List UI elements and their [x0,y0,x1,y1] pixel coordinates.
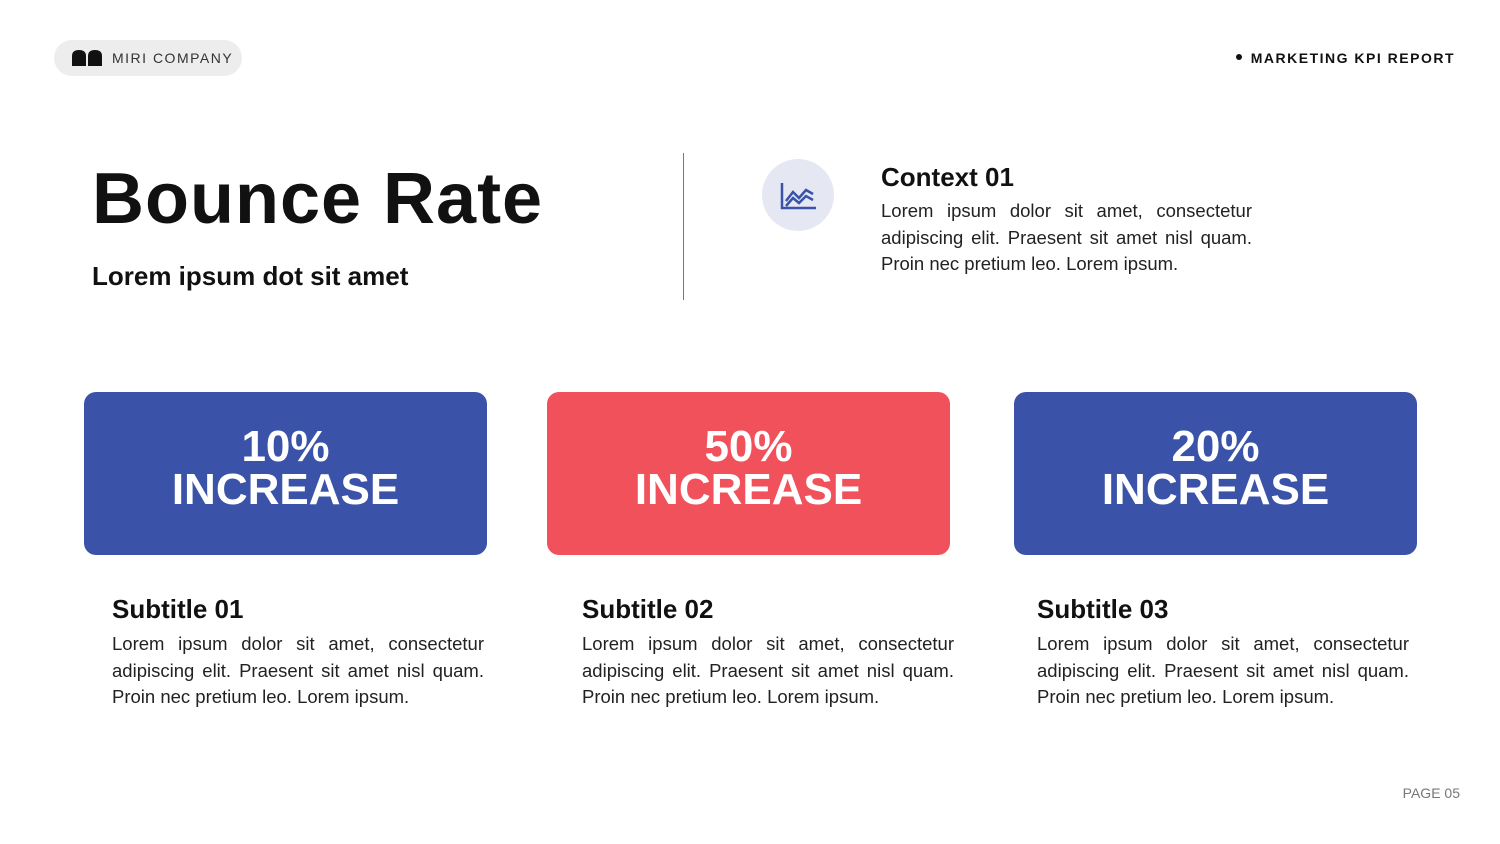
kpi-card: 20% INCREASE [1014,392,1417,555]
title: Bounce Rate [92,159,544,239]
card-body: Lorem ipsum dolor sit amet, consectetur … [112,633,484,707]
kpi-figure: 10% [241,422,330,471]
context-body: Lorem ipsum dolor sit amet, consectetur … [881,200,1252,274]
report-name: MARKETING KPI REPORT [1236,50,1455,66]
kpi-label: INCREASE [1101,465,1330,514]
card-body: Lorem ipsum dolor sit amet, consectetur … [582,633,954,707]
company-badge: MIRI COMPANY [54,40,242,76]
card-subtitle: Subtitle 02 [582,594,714,624]
context-title: Context 01 [881,162,1014,192]
divider [683,153,684,300]
kpi-card: 10% INCREASE [84,392,487,555]
card-body: Lorem ipsum dolor sit amet, consectetur … [1037,633,1409,707]
company-name: MIRI COMPANY [112,50,234,66]
kpi-figure: 50% [704,422,793,471]
kpi-figure: 20% [1171,422,1260,471]
logo [72,50,102,66]
chart-icon [780,183,816,210]
kpi-label: INCREASE [171,465,400,514]
card-subtitle: Subtitle 03 [1037,594,1169,624]
card-subtitle: Subtitle 01 [112,594,244,624]
icon-circle [762,159,834,231]
kpi-card: 50% INCREASE [547,392,950,555]
kpi-label: INCREASE [634,465,863,514]
subtitle: Lorem ipsum dot sit amet [92,261,409,291]
page-number: PAGE 05 [1402,785,1460,801]
